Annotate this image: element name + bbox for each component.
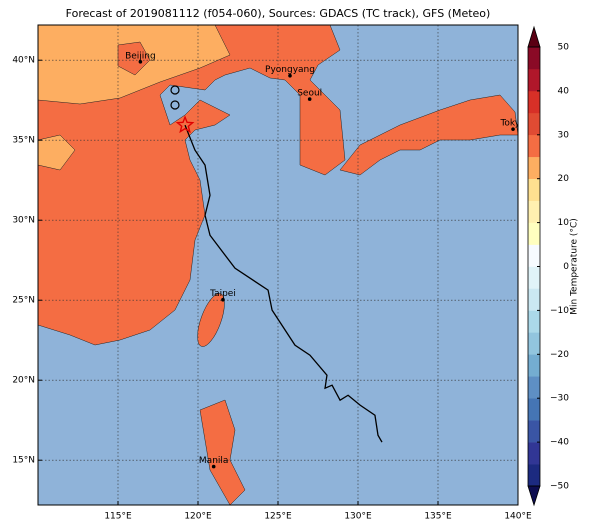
city-label: Pyongyang: [265, 65, 315, 75]
city-label: Taipei: [209, 289, 236, 299]
colorbar-tick-label: 0: [563, 262, 569, 272]
x-tick-label: 120°E: [184, 512, 212, 522]
city-dot: [288, 73, 292, 78]
colorbar-over: [527, 25, 541, 48]
colorbar-band: [528, 200, 540, 223]
colorbar-band: [528, 464, 540, 487]
colorbar-band: [528, 398, 540, 421]
y-tick-label: 25°N: [12, 296, 35, 306]
x-tick-label: 125°E: [264, 512, 292, 522]
y-tick-label: 30°N: [12, 216, 35, 226]
colorbar-tick-label: −30: [550, 394, 569, 404]
colorbar-band: [528, 68, 540, 92]
colorbar-tick-label: −20: [550, 350, 569, 360]
x-tick-label: 140°E: [504, 512, 532, 522]
colorbar-band: [528, 288, 540, 311]
colorbar-under: [527, 485, 541, 507]
colorbar-band: [528, 134, 540, 158]
colorbar-tick-label: 40: [558, 86, 570, 96]
mainland: [38, 25, 346, 346]
colorbar-band: [528, 332, 540, 355]
colorbar-band: [528, 156, 540, 179]
colorbar-band: [528, 442, 540, 465]
colorbar-band: [528, 420, 540, 443]
city-label: Beijing: [125, 51, 156, 61]
y-tick-label: 15°N: [12, 456, 35, 466]
philippines: [199, 399, 246, 505]
map-area: Beijing Pyongyang Seoul Tokyo Taipei Manila: [38, 25, 526, 505]
colorbar-band: [528, 244, 540, 267]
colorbar-tick-label: 30: [558, 130, 570, 140]
beijing-patch: [117, 41, 151, 76]
colorbar-tick-label: −10: [550, 306, 569, 316]
colorbar-band: [528, 376, 540, 399]
city-label: Seoul: [297, 89, 322, 99]
taiwan: [197, 293, 225, 347]
city-label: Manila: [199, 456, 229, 466]
colorbar-tick-label: 10: [558, 218, 570, 228]
position-circle: [170, 85, 180, 95]
city-dot: [511, 127, 515, 131]
current-position-star: [175, 115, 195, 134]
storm-track: [184, 124, 383, 443]
y-tick-label: 40°N: [12, 56, 35, 66]
colorbar-band: [528, 354, 540, 377]
colorbar-band: [528, 90, 540, 114]
colorbar-label: Min Temperature (°C): [570, 218, 580, 315]
colorbar-tick-label: 20: [558, 174, 570, 184]
inland-patch: [38, 134, 76, 171]
y-tick-label: 35°N: [12, 136, 35, 146]
colorbar-band: [528, 222, 540, 245]
city-dot: [211, 464, 216, 469]
y-tick-label: 20°N: [12, 376, 35, 386]
colorbar-band: [528, 112, 540, 136]
x-tick-label: 135°E: [424, 512, 452, 522]
position-circle: [170, 100, 180, 110]
japan: [339, 94, 518, 176]
colorbar-tick-label: 50: [558, 43, 570, 53]
colorbar-band: [528, 178, 540, 201]
colorbar-tick-label: −40: [550, 438, 569, 448]
x-tick-label: 115°E: [104, 512, 132, 522]
colorbar-tick-label: −50: [550, 482, 569, 492]
map-title: Forecast of 2019081112 (f054-060), Sourc…: [66, 7, 491, 20]
city-dot: [307, 97, 312, 101]
city-dot: [138, 60, 143, 64]
city-dot: [221, 297, 225, 302]
city-label: Tokyo: [499, 119, 526, 129]
colorbar-band: [528, 47, 540, 70]
colorbar-band: [528, 310, 540, 333]
colorbar-band: [528, 266, 540, 289]
x-tick-label: 130°E: [344, 512, 372, 522]
